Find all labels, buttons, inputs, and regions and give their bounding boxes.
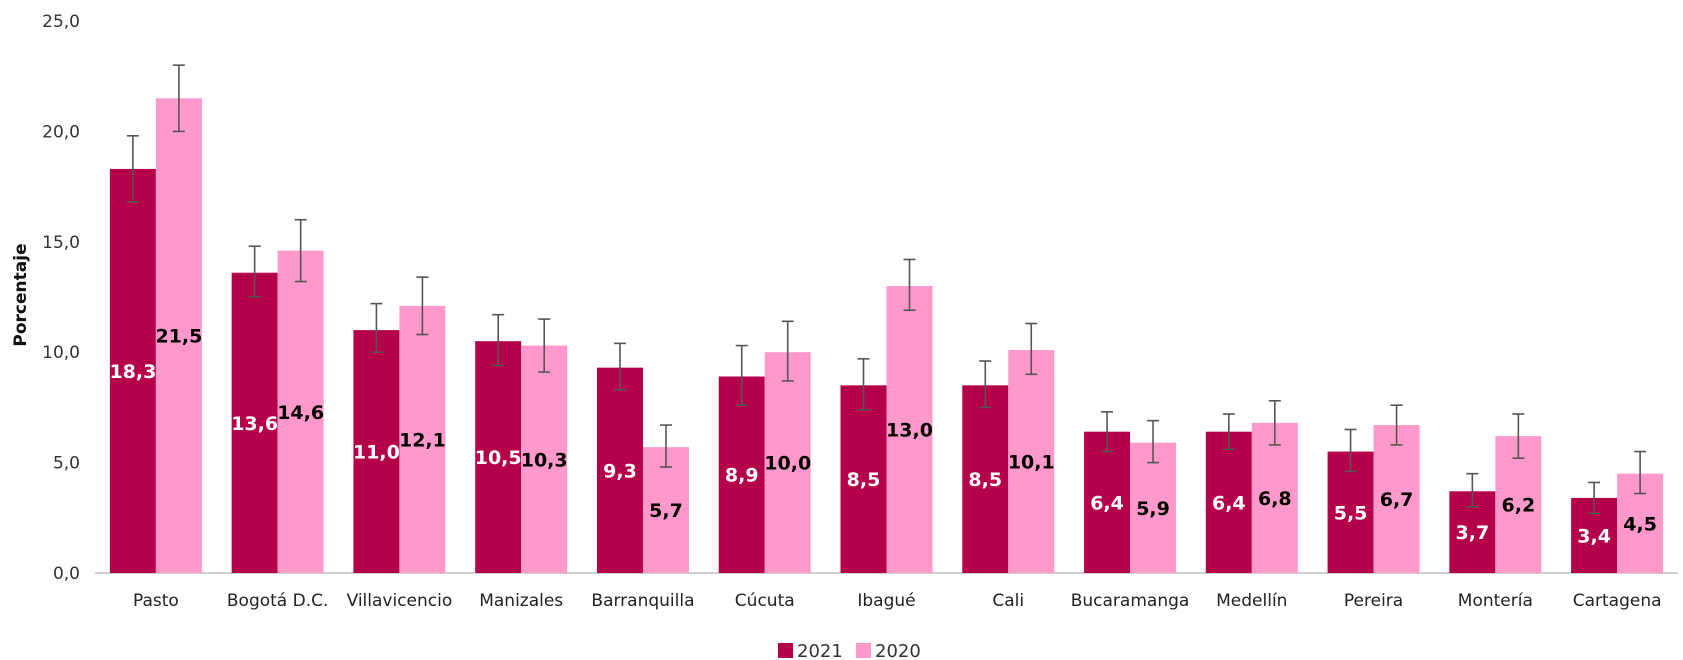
bars [109, 98, 1664, 573]
data-label-2020-ibague: 13,0 [886, 419, 933, 441]
x-category-pereira: Pereira [1344, 591, 1403, 611]
data-label-2020-bogota-d-c: 14,6 [277, 402, 324, 424]
bar-2020-pasto [155, 98, 202, 573]
data-label-2021-medellin: 6,4 [1212, 492, 1246, 514]
data-label-2021-pasto: 18,3 [109, 361, 156, 383]
data-label-2020-monteria: 6,2 [1502, 495, 1536, 517]
legend-swatch-2021 [778, 643, 793, 658]
data-label-2021-barranquilla: 9,3 [603, 460, 637, 482]
data-label-2020-medellin: 6,8 [1258, 488, 1292, 510]
y-tick-label: 25,0 [42, 12, 80, 32]
x-category-cucuta: Cúcuta [735, 591, 795, 611]
data-label-2021-ibague: 8,5 [847, 469, 881, 491]
x-category-cartagena: Cartagena [1573, 591, 1662, 611]
legend-label-2021: 2021 [797, 641, 843, 660]
bar-2021-pasto [109, 168, 156, 573]
x-category-manizales: Manizales [479, 591, 563, 611]
bar-2021-manizales [475, 341, 522, 573]
x-category-barranquilla: Barranquilla [591, 591, 694, 611]
bar-2020-barranquilla [642, 447, 689, 573]
y-axis-label: Porcentaje [11, 243, 31, 346]
data-label-2021-monteria: 3,7 [1456, 522, 1490, 544]
x-category-villavicencio: Villavicencio [347, 591, 453, 611]
x-category-bogota-d-c: Bogotá D.C. [227, 591, 329, 611]
y-tick-label: 15,0 [42, 233, 80, 253]
bar-2021-cucuta [718, 376, 765, 573]
y-axis: 0,0 5,0 10,0 15,0 20,0 25,0 [42, 12, 80, 584]
bar-2021-bucaramanga [1084, 431, 1131, 573]
data-label-2020-cucuta: 10,0 [764, 453, 811, 475]
data-label-2021-cartagena: 3,4 [1577, 525, 1611, 547]
x-category-monteria: Montería [1458, 591, 1533, 611]
x-category-cali: Cali [992, 591, 1024, 611]
data-label-2021-cucuta: 8,9 [725, 465, 759, 487]
x-category-bucaramanga: Bucaramanga [1071, 591, 1190, 611]
data-label-2021-bucaramanga: 6,4 [1090, 492, 1124, 514]
y-tick-label: 5,0 [53, 454, 80, 474]
data-label-2021-villavicencio: 11,0 [353, 442, 400, 464]
y-tick-label: 10,0 [42, 343, 80, 363]
bar-2020-manizales [521, 345, 568, 573]
legend: 2021 2020 [778, 641, 921, 660]
bar-2020-cali [1008, 349, 1055, 573]
data-label-2020-bucaramanga: 5,9 [1136, 498, 1170, 520]
bar-2020-bogota-d-c [277, 250, 324, 573]
data-label-2021-cali: 8,5 [968, 469, 1002, 491]
error-bars [126, 64, 1647, 515]
data-labels: 18,3 21,5 13,614,6 11,012,1 10,5 10,3 9,3 5,7 8,… [109, 326, 1657, 548]
data-label-2020-pasto: 21,5 [155, 326, 202, 348]
data-label-2020-manizales: 10,3 [521, 449, 568, 471]
y-tick-label: 0,0 [53, 564, 80, 584]
bar-2021-medellin [1205, 431, 1252, 573]
bar-2021-bogota-d-c [231, 272, 278, 573]
data-label-2021-manizales: 10,5 [475, 447, 522, 469]
bar-2021-ibague [840, 385, 887, 573]
data-label-2020-villavicencio: 12,1 [399, 429, 446, 451]
bar-2020-medellin [1251, 422, 1298, 573]
legend-label-2020: 2020 [875, 641, 921, 660]
bar-2020-cucuta [764, 352, 811, 573]
data-label-2020-cali: 10,1 [1008, 451, 1055, 473]
bar-2020-bucaramanga [1130, 442, 1177, 573]
legend-swatch-2020 [856, 643, 871, 658]
data-label-2021-pereira: 5,5 [1334, 502, 1368, 524]
bar-2020-villavicencio [399, 305, 446, 573]
bar-2020-ibague [886, 285, 933, 573]
bar-2021-barranquilla [596, 367, 643, 573]
data-label-2020-barranquilla: 5,7 [649, 500, 683, 522]
data-label-2021-bogota-d-c: 13,6 [231, 413, 278, 435]
bar-2021-cali [962, 385, 1009, 573]
y-tick-label: 20,0 [42, 122, 80, 142]
bar-2020-pereira [1373, 425, 1420, 573]
x-category-pasto: Pasto [133, 591, 179, 611]
data-label-2020-cartagena: 4,5 [1623, 513, 1657, 535]
x-category-medellin: Medellín [1216, 591, 1287, 611]
data-label-2020-pereira: 6,7 [1380, 489, 1414, 511]
bar-2021-villavicencio [353, 330, 400, 573]
x-category-ibague: Ibagué [857, 591, 915, 611]
x-axis-categories: Pasto Bogotá D.C. Villavicencio Manizales Ba… [133, 591, 1662, 611]
